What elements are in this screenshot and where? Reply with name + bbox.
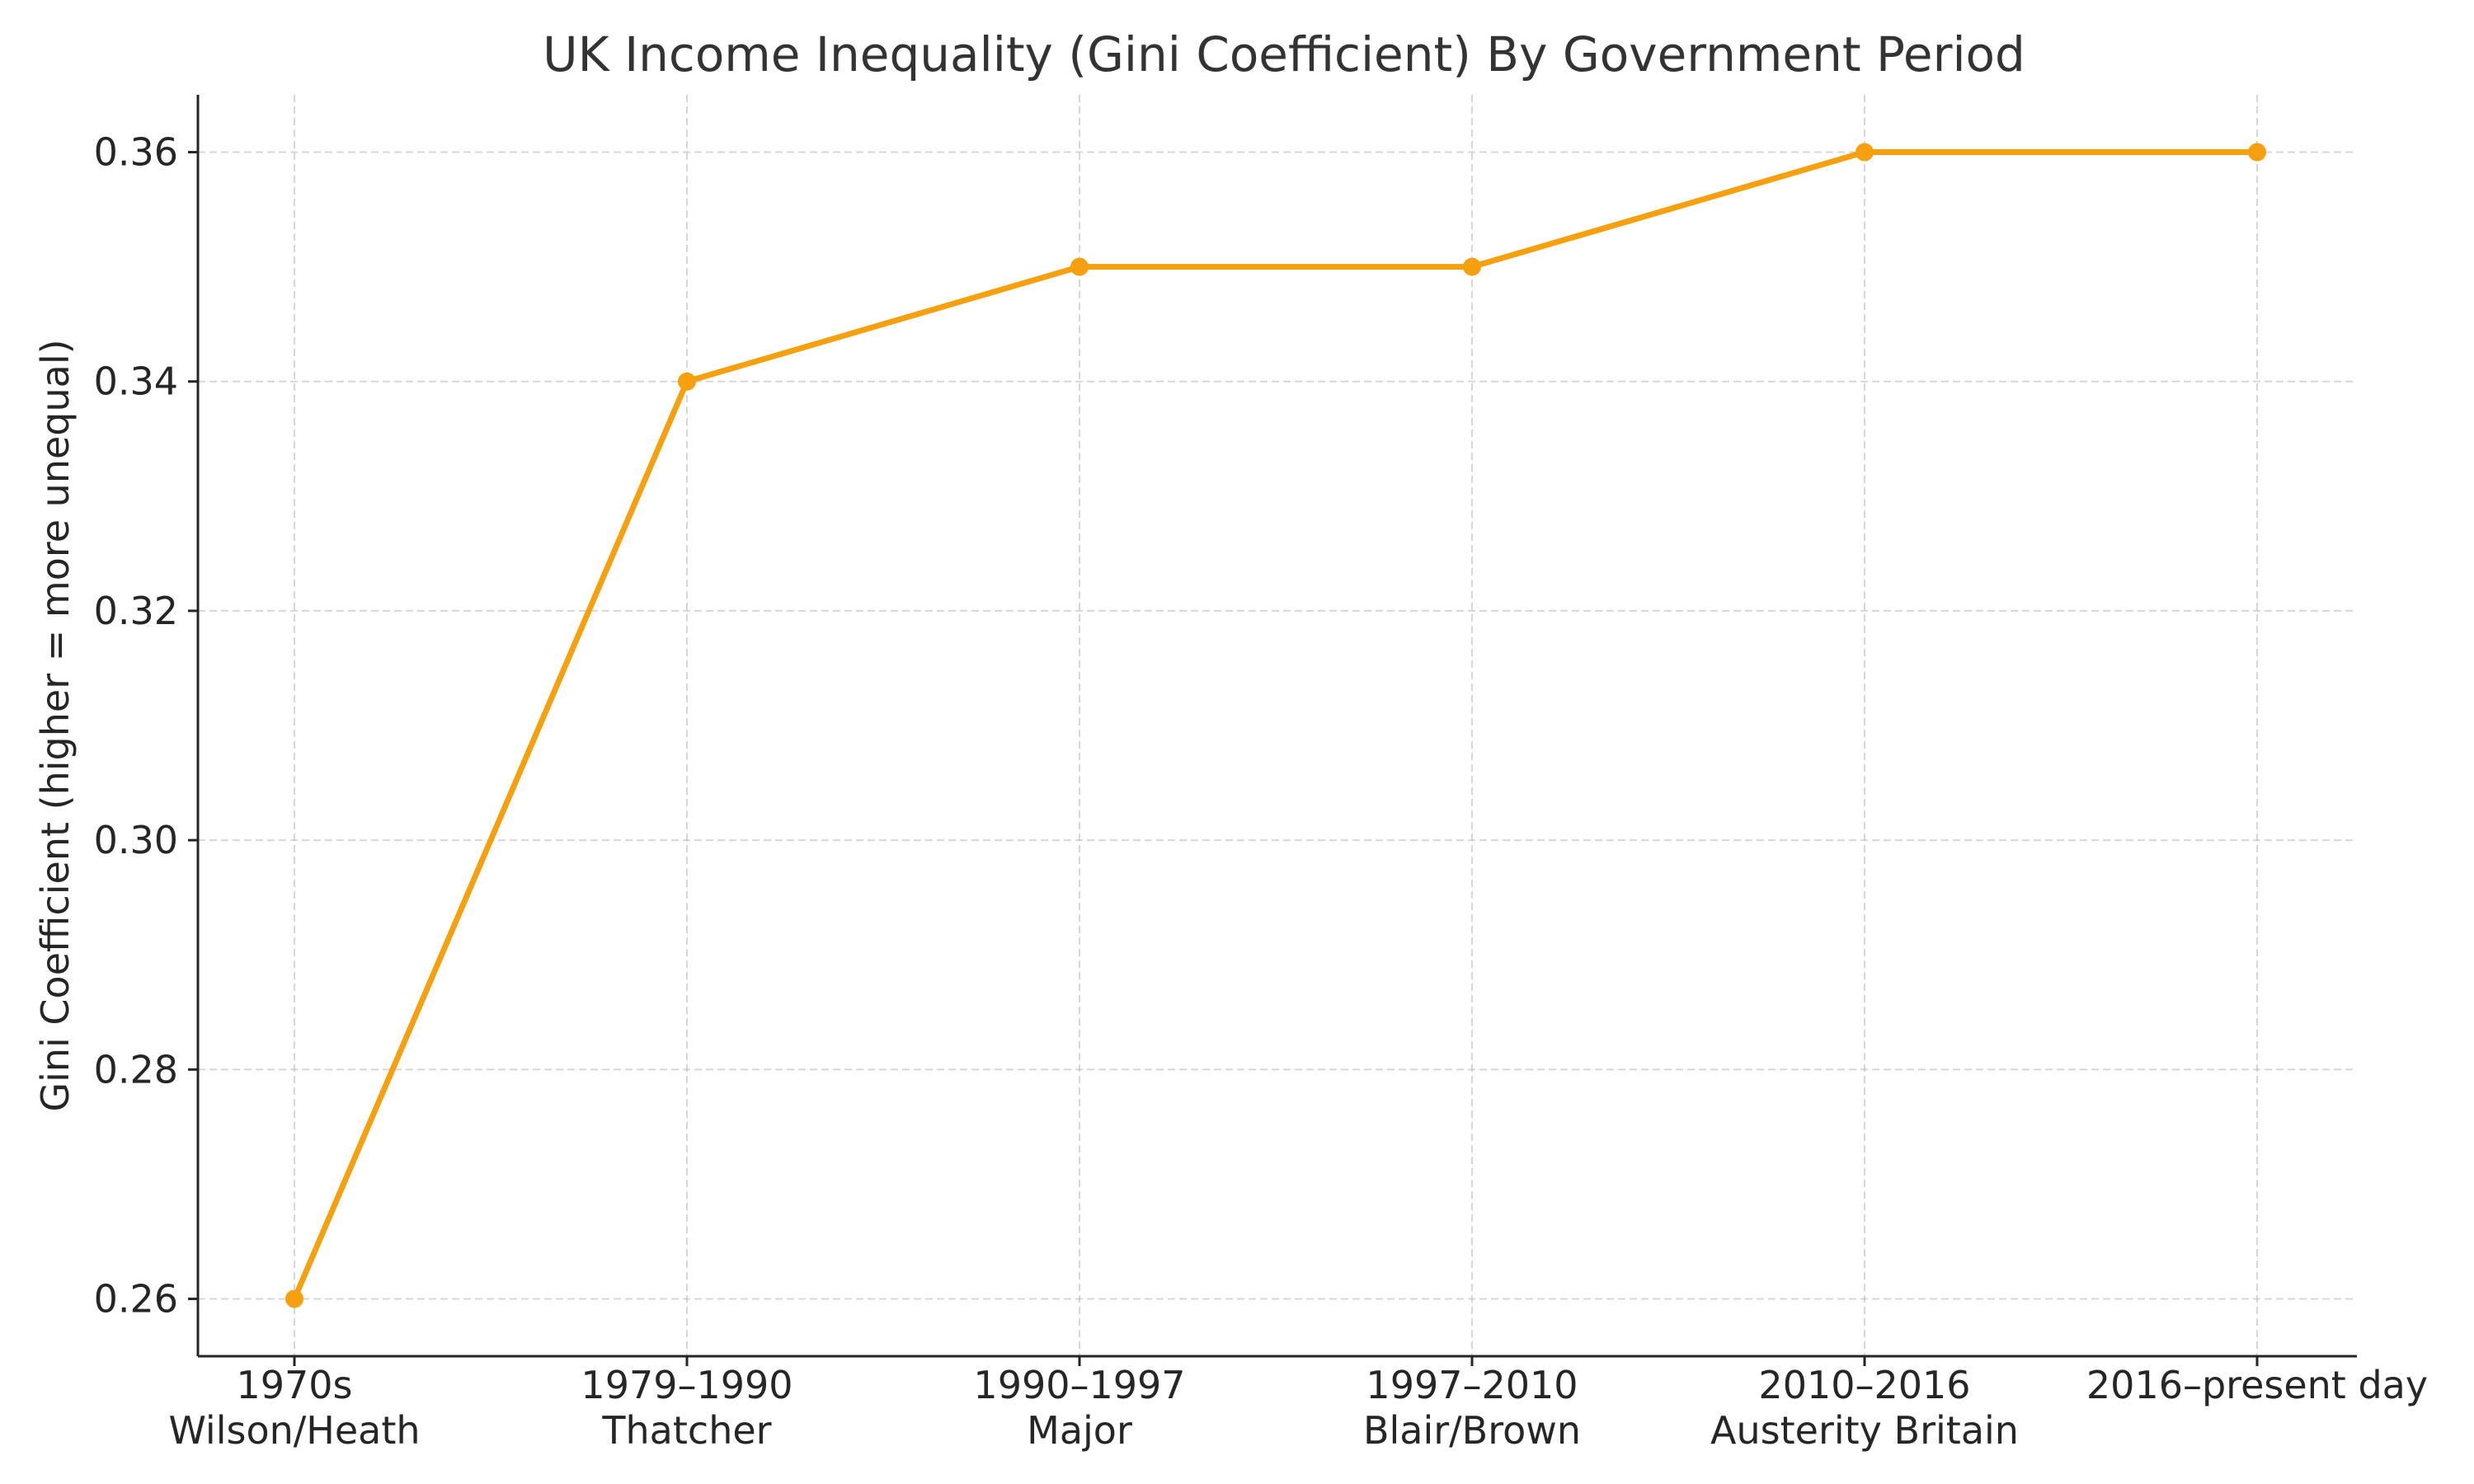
- y-tick-label: 0.28: [94, 1047, 178, 1092]
- y-tick-label: 0.32: [94, 589, 178, 633]
- data-point: [1070, 257, 1089, 276]
- x-ticks: 1970s Wilson/Heath 1979–1990 Thatcher 1990–1…: [168, 1356, 2428, 1453]
- data-point: [285, 1289, 303, 1308]
- x-tick-label: 1979–1990 Thatcher: [581, 1363, 793, 1453]
- series: [285, 143, 2266, 1308]
- data-point: [1463, 257, 1481, 276]
- chart-title: UK Income Inequality (Gini Coefficient) …: [543, 26, 2025, 82]
- x-tick-label: 2016–present day: [2086, 1363, 2428, 1407]
- y-tick-label: 0.26: [94, 1276, 178, 1321]
- axes: [196, 95, 2357, 1358]
- data-point: [1856, 143, 1874, 162]
- grid: [198, 95, 2357, 1356]
- x-tick-label: 1990–1997 Major: [973, 1363, 1185, 1453]
- y-axis-label: Gini Coefficient (higher = more unequal): [33, 339, 78, 1111]
- y-ticks: 0.26 0.28 0.30 0.32 0.34 0.36: [94, 130, 198, 1321]
- x-tick-label: 1997–2010 Blair/Brown: [1363, 1363, 1581, 1453]
- y-tick-label: 0.34: [94, 359, 178, 404]
- y-tick-label: 0.36: [94, 130, 178, 175]
- y-tick-label: 0.30: [94, 818, 178, 862]
- x-tick-label: 1970s Wilson/Heath: [168, 1363, 420, 1453]
- data-point: [678, 372, 696, 391]
- series-line: [291, 149, 2260, 1302]
- x-tick-label: 2010–2016 Austerity Britain: [1710, 1363, 2019, 1453]
- data-point: [2248, 143, 2266, 162]
